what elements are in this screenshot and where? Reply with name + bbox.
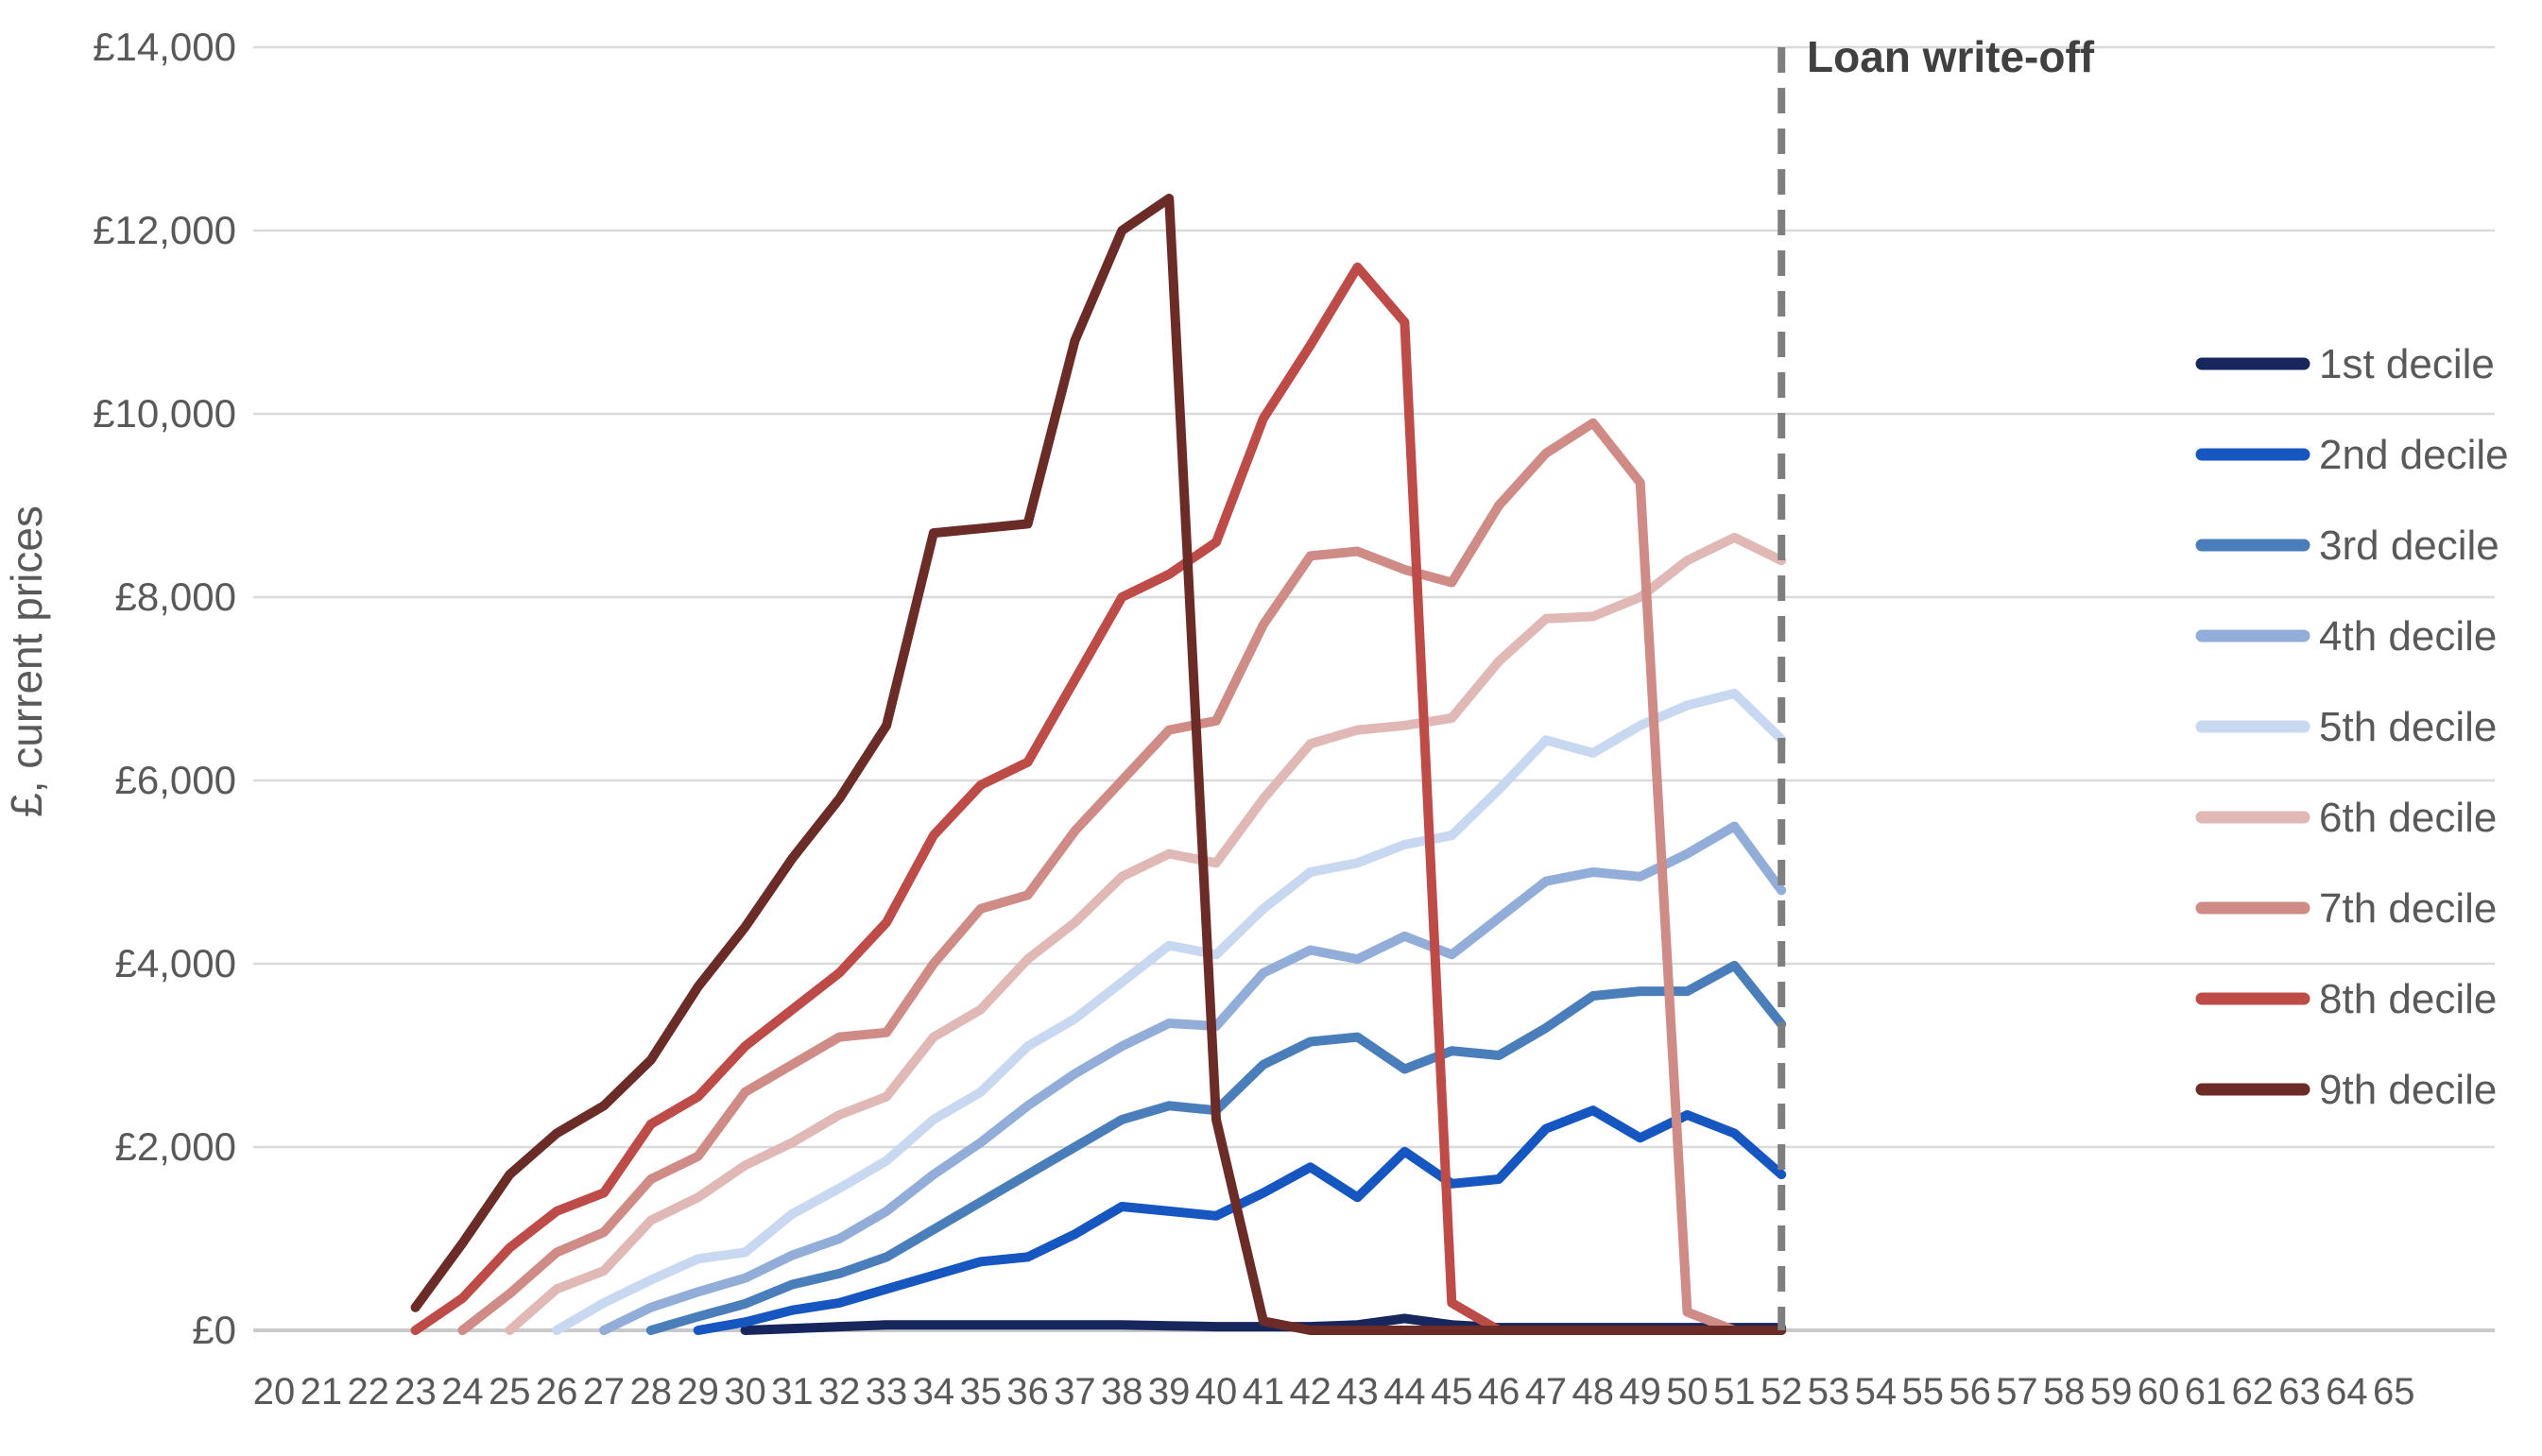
legend-item-1st-decile: 1st decile — [2195, 341, 2495, 387]
legend-label: 1st decile — [2319, 341, 2495, 387]
legend: 1st decile 2nd decile 3rd decile 4th decile… — [2195, 341, 2509, 1113]
x-tick-label: 25 — [489, 1371, 531, 1413]
series-line-5th-decile — [552, 688, 1787, 1335]
x-tick-label: 53 — [1808, 1371, 1850, 1413]
x-tick-label: 43 — [1336, 1371, 1379, 1413]
x-tick-label: 28 — [630, 1371, 673, 1413]
legend-label: 3rd decile — [2319, 522, 2499, 569]
x-tick-label: 27 — [583, 1371, 626, 1413]
x-tick-label: 40 — [1195, 1371, 1238, 1413]
x-tick-label: 34 — [913, 1371, 955, 1413]
x-tick-label: 21 — [301, 1371, 343, 1413]
x-tick-label: 54 — [1855, 1371, 1898, 1413]
x-tick-label: 56 — [1949, 1371, 1991, 1413]
x-tick-label: 48 — [1572, 1371, 1615, 1413]
y-tick-label: £4,000 — [115, 941, 236, 985]
x-tick-label: 42 — [1289, 1371, 1331, 1413]
writeoff-label: Loan write-off — [1807, 32, 2095, 81]
legend-label: 9th decile — [2319, 1067, 2497, 1113]
x-tick-label: 32 — [818, 1371, 861, 1413]
x-tick-label: 23 — [394, 1371, 437, 1413]
x-tick-label: 45 — [1431, 1371, 1473, 1413]
x-tick-label: 39 — [1148, 1371, 1191, 1413]
x-tick-label: 36 — [1006, 1371, 1049, 1413]
series-line-6th-decile — [505, 532, 1787, 1335]
legend-label: 2nd decile — [2319, 432, 2509, 478]
series-line-9th-decile — [410, 194, 1787, 1335]
y-axis-title: £, current prices — [2, 505, 51, 817]
y-tick-label: £10,000 — [93, 391, 236, 436]
x-tick-label: 35 — [960, 1371, 1003, 1413]
x-tick-label: 37 — [1054, 1371, 1096, 1413]
x-tick-label: 61 — [2185, 1371, 2227, 1413]
x-tick-label: 33 — [866, 1371, 908, 1413]
y-tick-label: £2,000 — [115, 1124, 236, 1169]
y-tick-label: £14,000 — [93, 25, 236, 69]
legend-item-5th-decile: 5th decile — [2195, 704, 2497, 750]
legend-item-7th-decile: 7th decile — [2195, 885, 2497, 932]
legend-item-6th-decile: 6th decile — [2195, 795, 2497, 841]
series-line-4th-decile — [599, 821, 1787, 1335]
legend-label: 6th decile — [2319, 795, 2497, 841]
legend-item-2nd-decile: 2nd decile — [2195, 432, 2509, 478]
x-tick-label: 49 — [1619, 1371, 1661, 1413]
legend-label: 5th decile — [2319, 704, 2497, 750]
x-tick-label: 52 — [1761, 1371, 1803, 1413]
tick-labels-layer: £0 £2,000 £4,000 £6,000 £8,000 £10,000 £12,000… — [93, 25, 2414, 1413]
x-tick-label: 50 — [1666, 1371, 1709, 1413]
y-tick-label: £6,000 — [115, 758, 236, 802]
x-tick-label: 62 — [2231, 1371, 2274, 1413]
x-tick-label: 41 — [1243, 1371, 1285, 1413]
x-tick-label: 46 — [1478, 1371, 1520, 1413]
x-tick-label: 30 — [724, 1371, 766, 1413]
x-tick-label: 59 — [2090, 1371, 2133, 1413]
x-tick-label: 58 — [2043, 1371, 2086, 1413]
x-tick-label: 64 — [2326, 1371, 2368, 1413]
series-line-7th-decile — [457, 418, 1787, 1335]
x-tick-label: 26 — [536, 1371, 578, 1413]
x-tick-label: 20 — [253, 1371, 296, 1413]
x-tick-label: 63 — [2278, 1371, 2321, 1413]
legend-item-9th-decile: 9th decile — [2195, 1067, 2497, 1113]
gridlines-layer — [253, 45, 2495, 1332]
x-tick-label: 65 — [2373, 1371, 2415, 1413]
legend-label: 7th decile — [2319, 885, 2497, 932]
x-tick-label: 22 — [347, 1371, 389, 1413]
legend-item-3rd-decile: 3rd decile — [2195, 522, 2499, 569]
y-tick-label: £12,000 — [93, 208, 236, 252]
legend-label: 8th decile — [2319, 976, 2497, 1022]
x-tick-label: 38 — [1101, 1371, 1143, 1413]
x-tick-label: 55 — [1902, 1371, 1945, 1413]
y-tick-label: £0 — [192, 1308, 236, 1352]
x-tick-label: 31 — [771, 1371, 814, 1413]
x-tick-label: 29 — [677, 1371, 719, 1413]
x-tick-label: 47 — [1525, 1371, 1568, 1413]
series-layer — [410, 194, 1787, 1335]
x-tick-label: 57 — [1996, 1371, 2038, 1413]
legend-label: 4th decile — [2319, 613, 2497, 659]
legend-item-4th-decile: 4th decile — [2195, 613, 2497, 659]
legend-item-8th-decile: 8th decile — [2195, 976, 2497, 1022]
x-tick-label: 60 — [2138, 1371, 2180, 1413]
y-tick-label: £8,000 — [115, 574, 236, 619]
x-tick-label: 44 — [1383, 1371, 1426, 1413]
x-tick-label: 24 — [441, 1371, 484, 1413]
x-tick-label: 51 — [1713, 1371, 1756, 1413]
